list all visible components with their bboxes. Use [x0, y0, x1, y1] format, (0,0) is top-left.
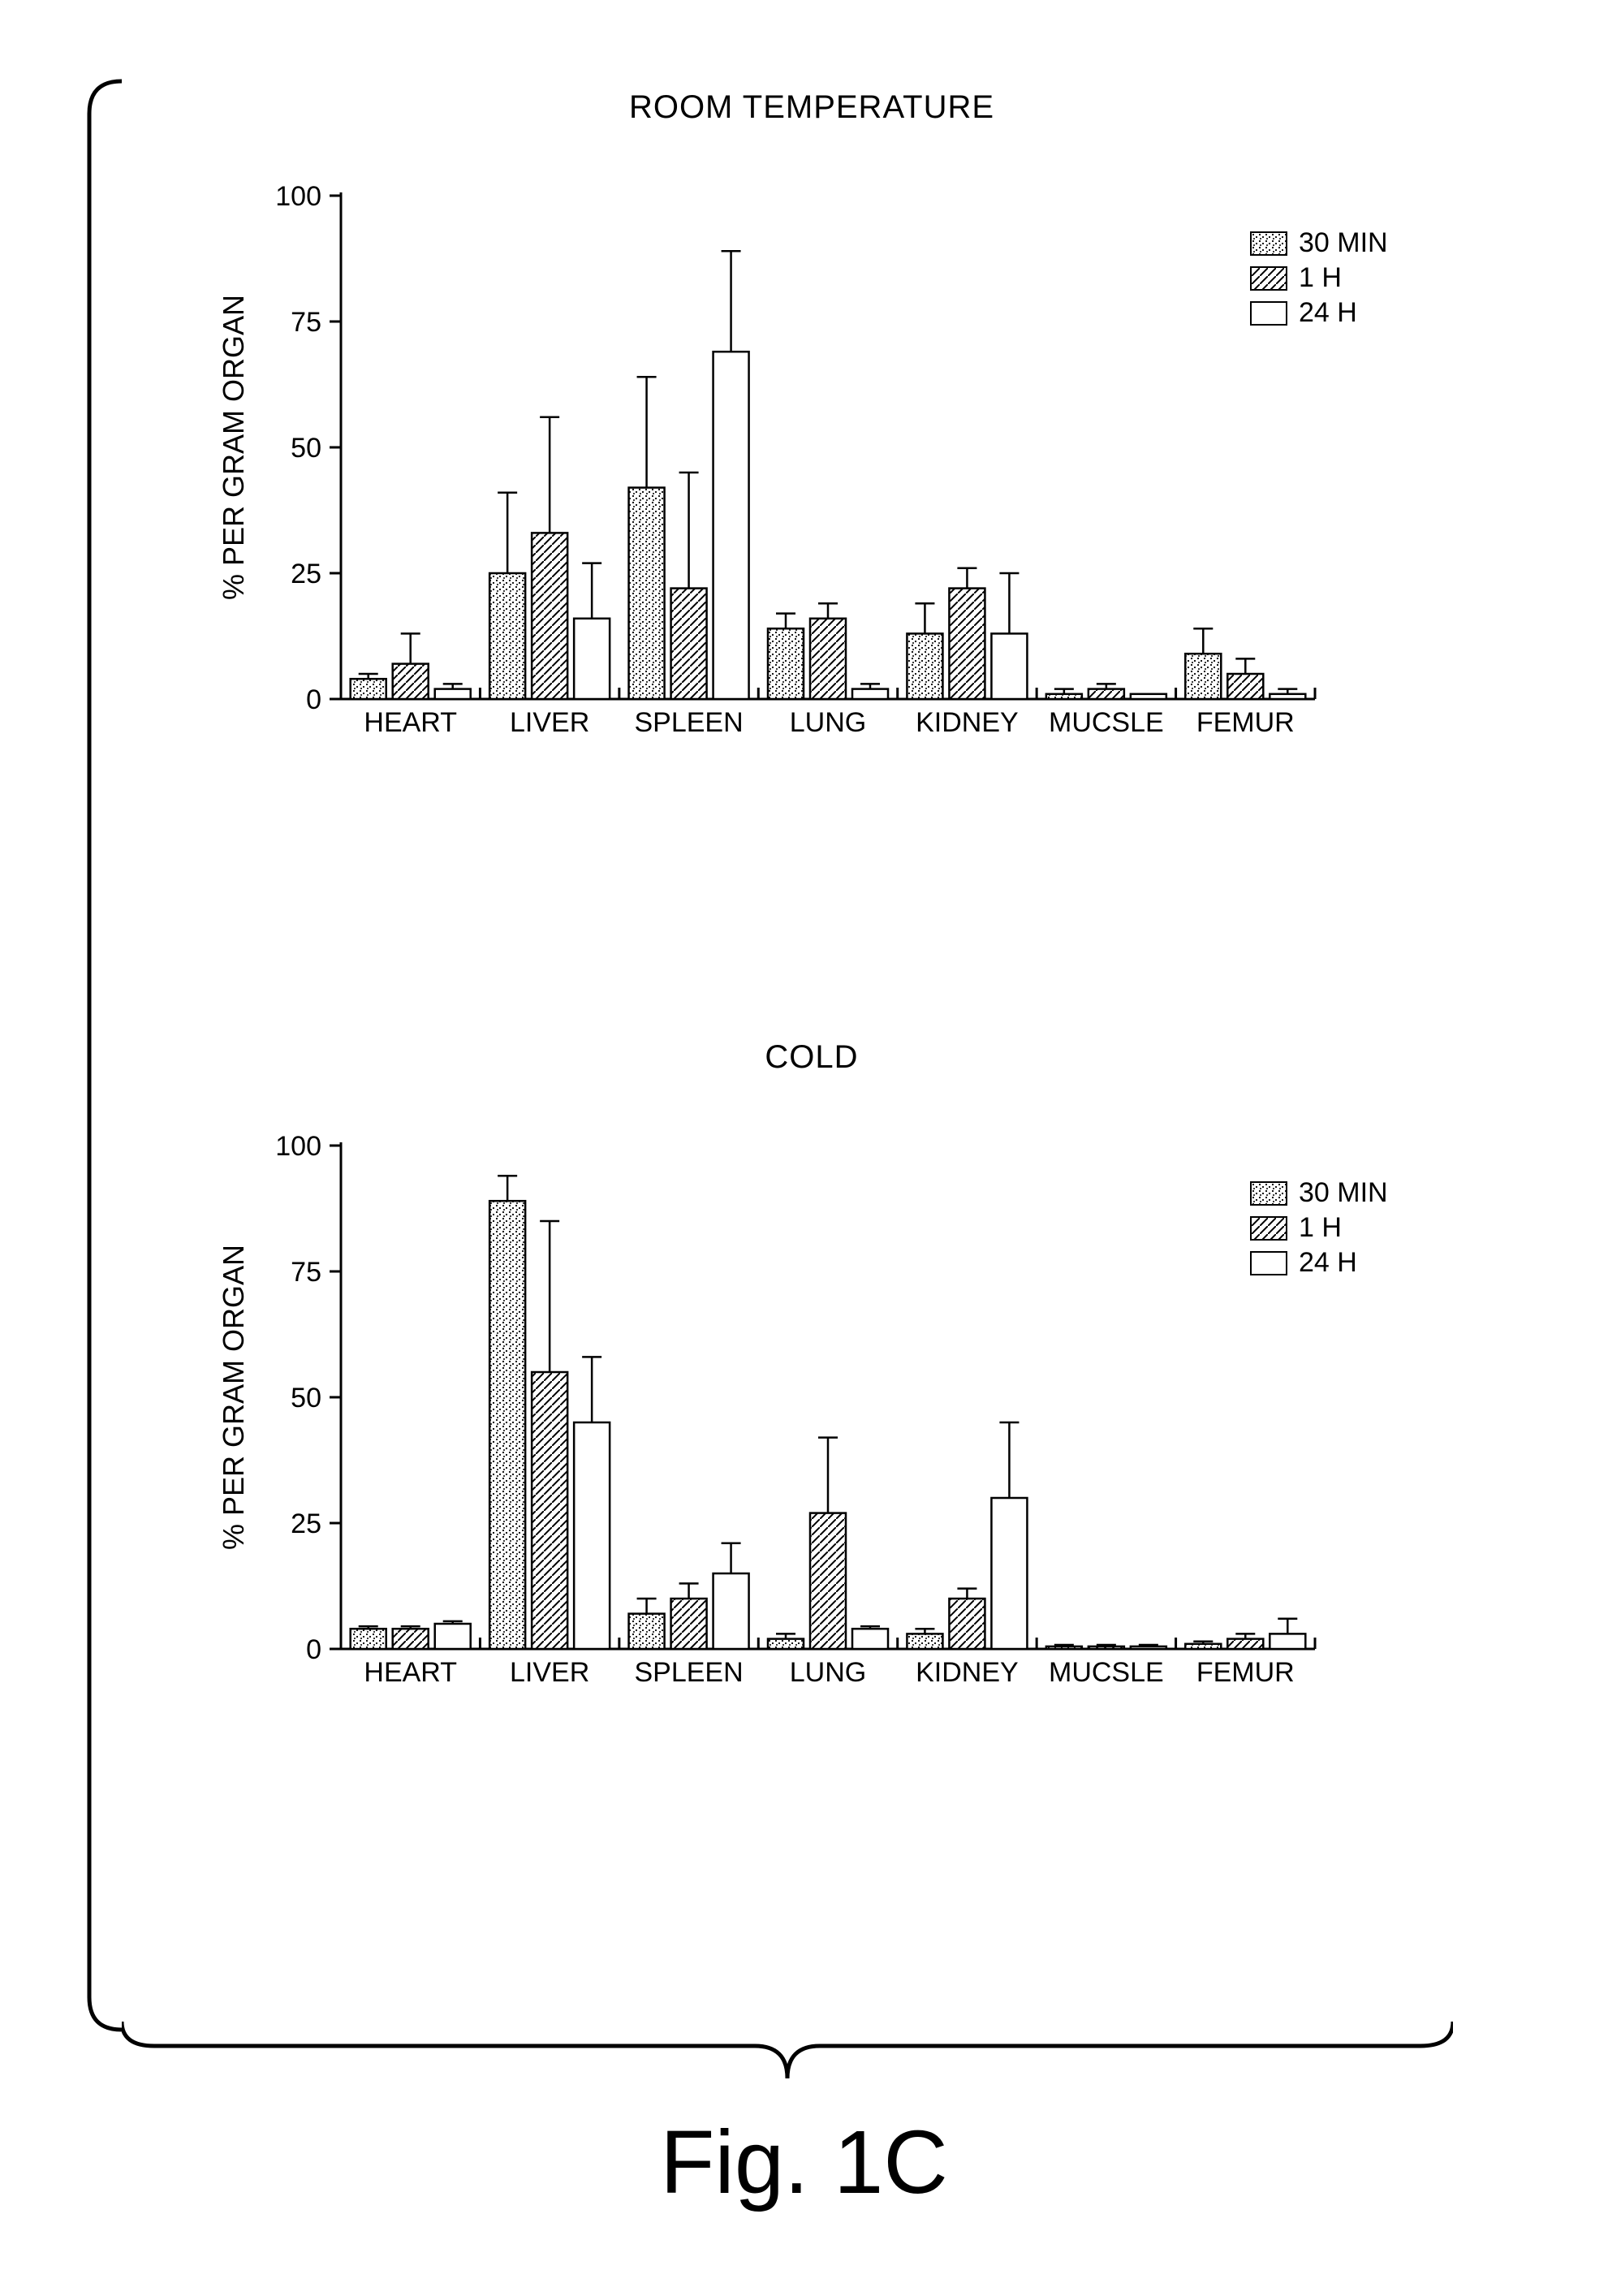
svg-text:MUCSLE: MUCSLE	[1049, 1657, 1164, 1688]
svg-text:FEMUR: FEMUR	[1196, 707, 1295, 738]
svg-text:KIDNEY: KIDNEY	[916, 707, 1019, 738]
legend-swatch	[1250, 301, 1287, 326]
legend-label: 30 MIN	[1299, 227, 1388, 259]
svg-text:50: 50	[291, 1383, 321, 1413]
svg-text:100: 100	[275, 1131, 321, 1162]
svg-text:LUNG: LUNG	[790, 1657, 866, 1688]
svg-text:LIVER: LIVER	[510, 707, 589, 738]
legend: 30 MIN1 H24 H	[1250, 1177, 1388, 1282]
figure-page: ROOM TEMPERATURE 0 25 50 75 100 % PER GRAM ORG…	[0, 0, 1608, 2296]
chart-cold: COLD 0 25 50 75 100 % PER GRAM ORGAN HEART LIVER…	[203, 1039, 1420, 1730]
legend-item: 1 H	[1250, 1212, 1388, 1244]
svg-text:75: 75	[291, 1257, 321, 1288]
legend-label: 24 H	[1299, 1247, 1357, 1279]
legend-item: 1 H	[1250, 262, 1388, 294]
svg-text:SPLEEN: SPLEEN	[634, 707, 743, 738]
legend-label: 1 H	[1299, 1212, 1342, 1244]
legend-swatch	[1250, 1181, 1287, 1206]
svg-text:MUCSLE: MUCSLE	[1049, 707, 1164, 738]
svg-text:HEART: HEART	[364, 707, 457, 738]
svg-text:LIVER: LIVER	[510, 1657, 589, 1688]
legend: 30 MIN1 H24 H	[1250, 227, 1388, 332]
bottom-brace	[122, 2013, 1453, 2078]
legend-item: 30 MIN	[1250, 227, 1388, 259]
legend-swatch	[1250, 231, 1287, 256]
svg-text:% PER GRAM ORGAN: % PER GRAM ORGAN	[217, 295, 250, 600]
legend-label: 1 H	[1299, 262, 1342, 294]
chart-room-temp: ROOM TEMPERATURE 0 25 50 75 100 % PER GRAM ORG…	[203, 89, 1420, 780]
legend-item: 24 H	[1250, 1247, 1388, 1279]
legend-swatch	[1250, 1216, 1287, 1241]
svg-text:75: 75	[291, 307, 321, 338]
chart-title: COLD	[203, 1039, 1420, 1076]
svg-text:25: 25	[291, 559, 321, 589]
legend-label: 24 H	[1299, 297, 1357, 329]
svg-text:LUNG: LUNG	[790, 707, 866, 738]
legend-item: 24 H	[1250, 297, 1388, 329]
svg-text:KIDNEY: KIDNEY	[916, 1657, 1019, 1688]
svg-text:25: 25	[291, 1508, 321, 1539]
svg-text:0: 0	[306, 684, 321, 715]
legend-swatch	[1250, 1251, 1287, 1275]
svg-text:% PER GRAM ORGAN: % PER GRAM ORGAN	[217, 1245, 250, 1550]
left-bracket	[81, 81, 130, 2030]
svg-text:100: 100	[275, 181, 321, 212]
legend-item: 30 MIN	[1250, 1177, 1388, 1209]
legend-label: 30 MIN	[1299, 1177, 1388, 1209]
chart-title: ROOM TEMPERATURE	[203, 89, 1420, 126]
legend-swatch	[1250, 266, 1287, 291]
svg-text:HEART: HEART	[364, 1657, 457, 1688]
svg-text:50: 50	[291, 433, 321, 464]
svg-text:0: 0	[306, 1634, 321, 1665]
svg-text:SPLEEN: SPLEEN	[634, 1657, 743, 1688]
svg-text:FEMUR: FEMUR	[1196, 1657, 1295, 1688]
figure-label: Fig. 1C	[0, 2111, 1608, 2214]
